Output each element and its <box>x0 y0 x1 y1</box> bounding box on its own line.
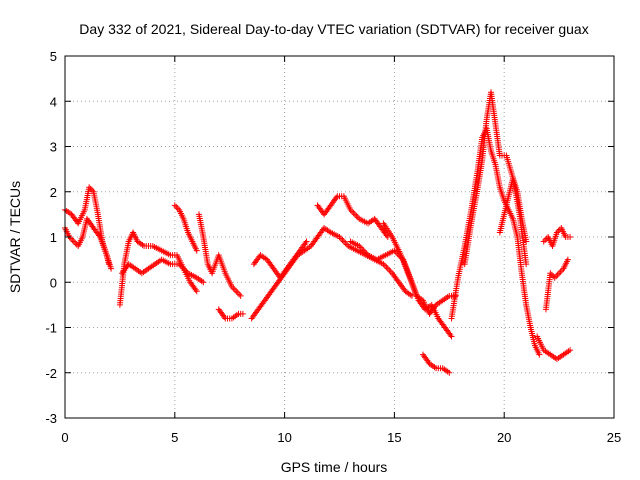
series-track-q <box>534 333 574 363</box>
data-point <box>553 273 560 280</box>
data-point <box>72 240 79 247</box>
series-track-o <box>461 89 530 268</box>
y-tick-label: 5 <box>50 49 57 64</box>
x-tick-label: 25 <box>607 430 621 445</box>
data-points <box>62 89 574 376</box>
data-point <box>173 203 180 210</box>
data-point <box>69 237 76 244</box>
series-track-n <box>448 125 543 358</box>
data-point <box>108 265 115 272</box>
data-point <box>70 238 77 245</box>
data-point <box>523 261 530 268</box>
data-point <box>386 267 393 274</box>
series-track-p <box>496 175 530 245</box>
x-tick-label: 20 <box>497 430 511 445</box>
data-point <box>239 310 246 317</box>
data-point <box>564 256 571 263</box>
data-point <box>233 288 240 295</box>
data-point <box>350 209 357 216</box>
data-point <box>384 265 391 272</box>
x-tick-label: 15 <box>387 430 401 445</box>
data-point <box>193 247 200 254</box>
data-point <box>200 279 207 286</box>
data-point <box>383 264 390 271</box>
data-point <box>556 270 563 277</box>
data-point <box>523 238 530 245</box>
series-track-g <box>215 306 246 322</box>
y-tick-label: 3 <box>50 140 57 155</box>
y-tick-label: 0 <box>50 275 57 290</box>
series-track-j <box>314 193 391 240</box>
data-point <box>339 237 346 244</box>
series-track-r <box>540 224 574 250</box>
chart-title: Day 332 of 2021, Sidereal Day-to-day VTE… <box>79 21 588 37</box>
data-point <box>231 286 238 293</box>
series-track-l <box>380 220 459 317</box>
y-axis-label: SDTVAR / TECUs <box>7 181 23 293</box>
data-point <box>542 237 549 244</box>
data-point <box>448 333 455 340</box>
series-track-b <box>62 215 115 272</box>
y-tick-label: 2 <box>50 185 57 200</box>
data-point <box>554 271 561 278</box>
series-track-e <box>171 202 200 254</box>
x-tick-label: 0 <box>61 430 68 445</box>
data-point <box>234 289 241 296</box>
x-tick-label: 5 <box>171 430 178 445</box>
data-point <box>340 238 347 245</box>
series-track-f <box>195 211 244 299</box>
data-point <box>236 291 243 298</box>
series-track-d <box>119 256 207 286</box>
series-track-c <box>116 229 200 308</box>
data-point <box>567 347 574 354</box>
y-tick-label: 4 <box>50 94 57 109</box>
data-point <box>171 202 178 209</box>
series-track-m <box>419 351 453 376</box>
data-point <box>353 212 360 219</box>
data-point <box>557 268 564 275</box>
data-point <box>540 238 547 245</box>
data-point <box>567 234 574 240</box>
data-point <box>193 288 200 295</box>
series-track-i <box>250 238 310 281</box>
data-point <box>303 238 310 245</box>
series-track-h <box>248 224 415 322</box>
x-tick-label: 10 <box>277 430 291 445</box>
x-axis-label: GPS time / hours <box>281 459 388 475</box>
data-point <box>237 292 244 299</box>
data-point <box>536 351 543 358</box>
y-tick-label: 1 <box>50 230 57 245</box>
y-tick-label: -2 <box>45 366 57 381</box>
y-tick-label: -3 <box>45 411 57 426</box>
data-point <box>342 240 349 247</box>
series-track-s <box>542 256 571 313</box>
data-point <box>446 369 453 376</box>
data-point <box>351 211 358 218</box>
y-tick-label: -1 <box>45 321 57 336</box>
axis-ticks: 0 5 10 15 20 25 -3 -2 -1 0 1 2 3 4 5 <box>45 49 621 445</box>
